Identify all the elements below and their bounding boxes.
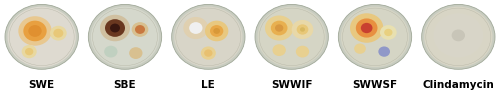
Text: Clindamycin: Clindamycin <box>422 80 494 90</box>
Ellipse shape <box>272 44 286 56</box>
Ellipse shape <box>422 4 495 69</box>
Ellipse shape <box>91 7 159 67</box>
Ellipse shape <box>172 4 245 69</box>
Ellipse shape <box>384 29 392 36</box>
Ellipse shape <box>361 23 372 33</box>
Text: LE: LE <box>202 80 215 90</box>
Ellipse shape <box>296 46 309 58</box>
Ellipse shape <box>100 15 130 41</box>
Ellipse shape <box>204 49 212 57</box>
Ellipse shape <box>50 26 66 41</box>
Ellipse shape <box>380 25 396 40</box>
Ellipse shape <box>424 7 492 67</box>
Ellipse shape <box>24 21 46 41</box>
Ellipse shape <box>135 25 145 34</box>
Ellipse shape <box>265 16 294 41</box>
Ellipse shape <box>210 25 224 37</box>
Ellipse shape <box>88 4 162 69</box>
Ellipse shape <box>300 27 305 32</box>
Text: SBE: SBE <box>114 80 136 90</box>
Ellipse shape <box>350 13 384 43</box>
Text: SWWIF: SWWIF <box>271 80 312 90</box>
Text: SWWSF: SWWSF <box>352 80 398 90</box>
Ellipse shape <box>255 4 328 69</box>
Ellipse shape <box>25 48 34 55</box>
Ellipse shape <box>104 46 118 58</box>
Ellipse shape <box>341 7 409 67</box>
Ellipse shape <box>338 4 411 69</box>
Ellipse shape <box>129 47 142 59</box>
Ellipse shape <box>292 20 314 39</box>
Ellipse shape <box>275 24 283 32</box>
Ellipse shape <box>184 17 208 39</box>
Ellipse shape <box>452 29 465 41</box>
Ellipse shape <box>28 25 42 37</box>
Ellipse shape <box>434 13 484 58</box>
Text: SWE: SWE <box>28 80 54 90</box>
Ellipse shape <box>189 22 202 34</box>
Ellipse shape <box>105 19 125 37</box>
Ellipse shape <box>54 29 64 38</box>
Ellipse shape <box>18 16 52 46</box>
Ellipse shape <box>354 43 366 54</box>
Ellipse shape <box>132 22 148 37</box>
Ellipse shape <box>110 24 120 32</box>
Ellipse shape <box>214 28 220 34</box>
Ellipse shape <box>205 21 229 41</box>
Ellipse shape <box>378 46 390 57</box>
Ellipse shape <box>22 45 36 58</box>
Ellipse shape <box>296 24 308 35</box>
Ellipse shape <box>201 46 216 60</box>
Ellipse shape <box>5 4 78 69</box>
Ellipse shape <box>271 21 287 35</box>
Ellipse shape <box>174 7 242 67</box>
Ellipse shape <box>258 7 326 67</box>
Ellipse shape <box>8 7 76 67</box>
Ellipse shape <box>356 18 378 38</box>
